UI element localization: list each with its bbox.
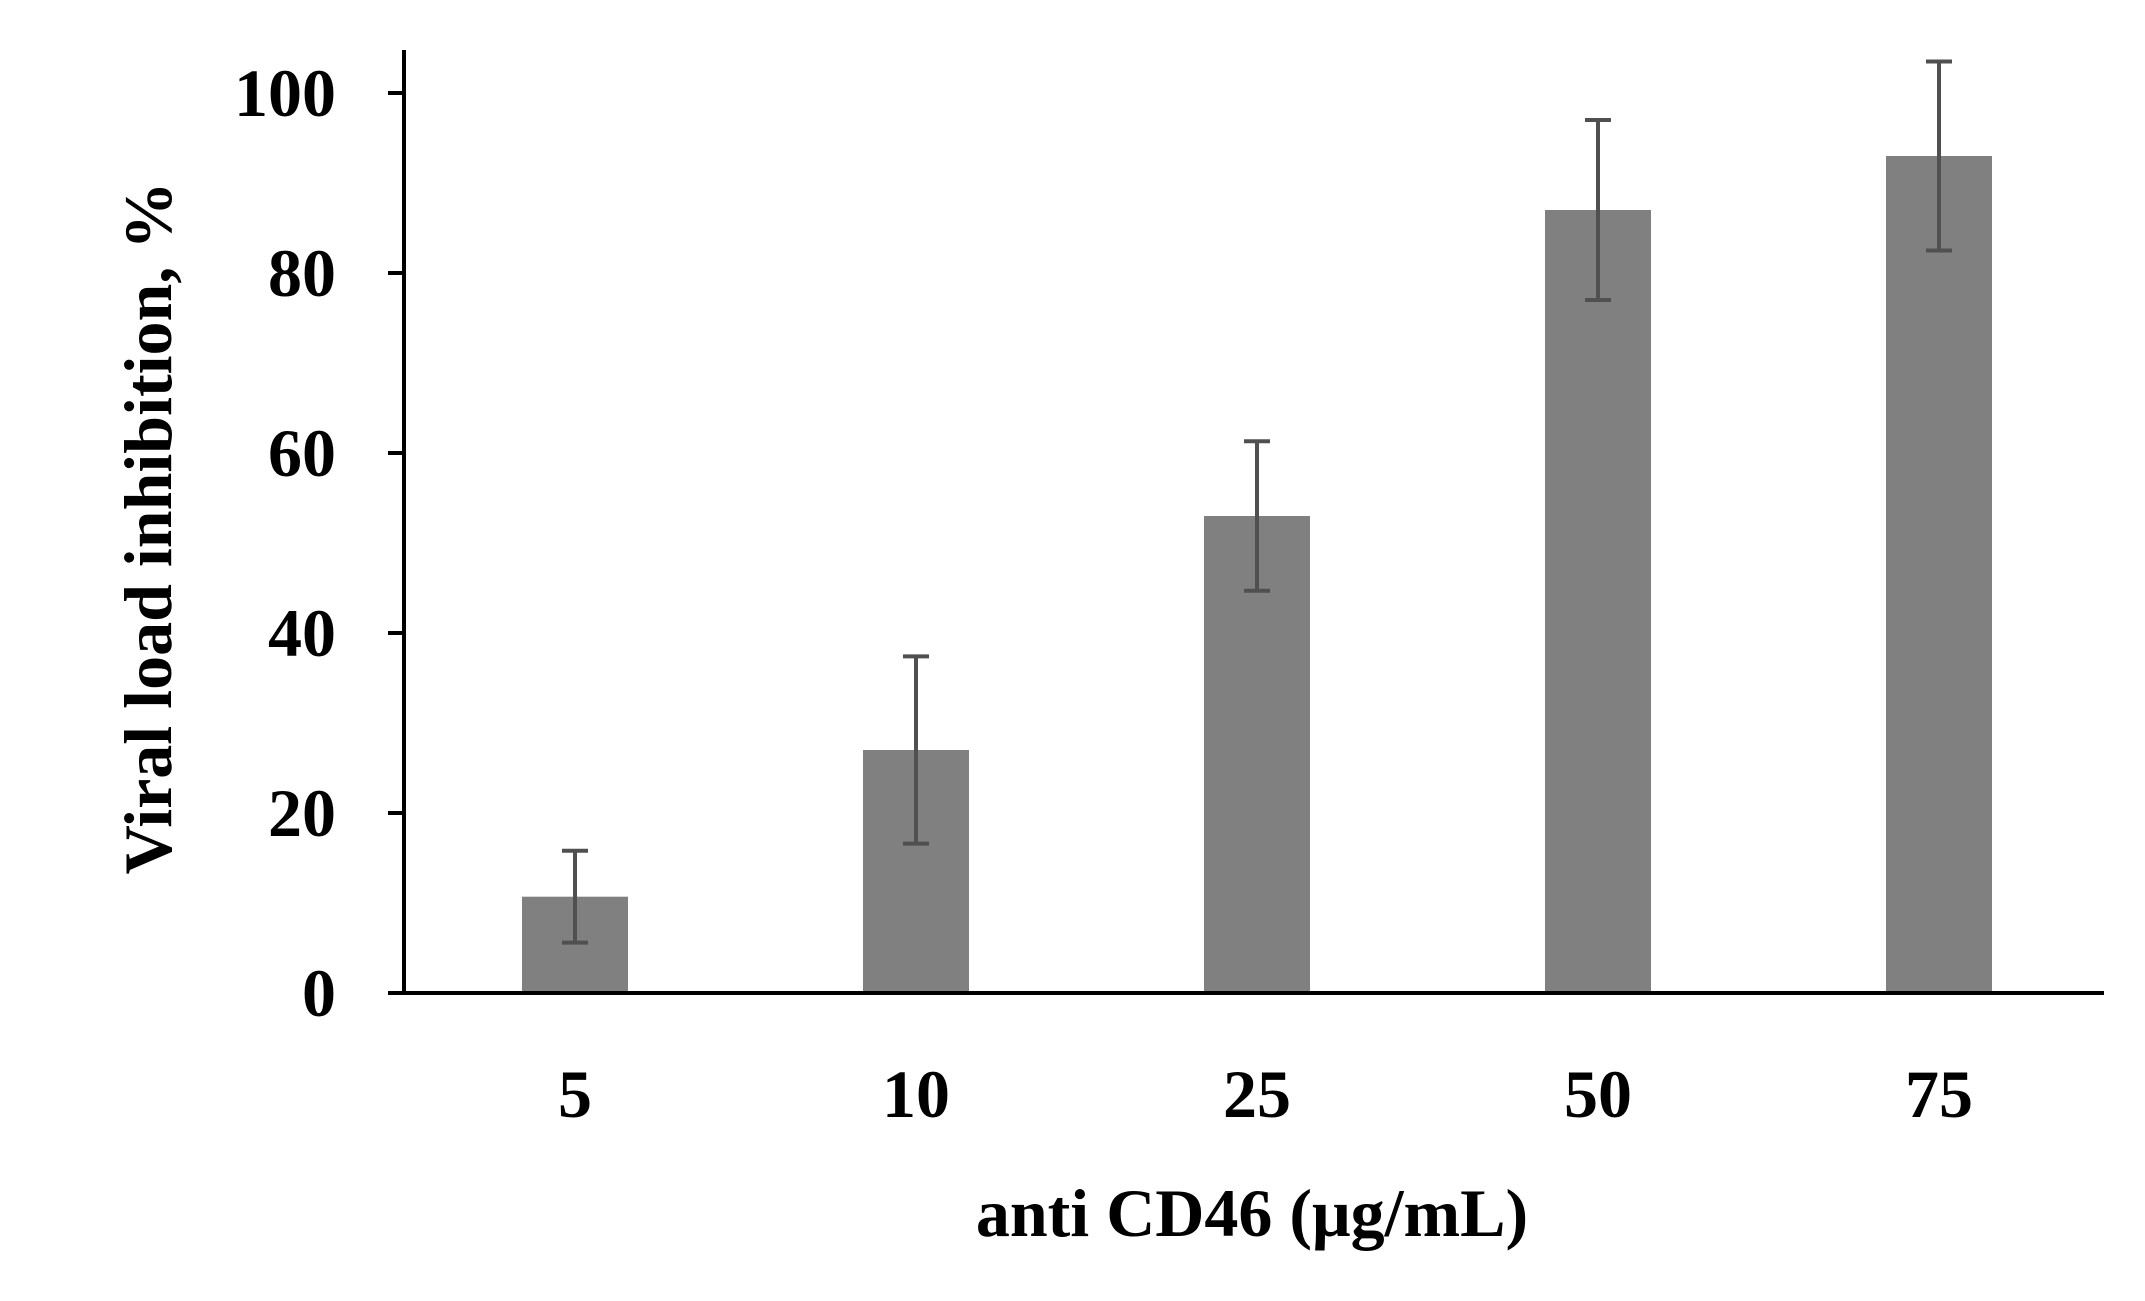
x-tick-label: 25: [1223, 1056, 1291, 1132]
y-tick-label: 100: [234, 55, 336, 131]
y-ticks-layer: 0 20 40 60 80 100: [234, 55, 404, 1031]
bar-25: [1204, 516, 1310, 993]
x-tick-label: 50: [1564, 1056, 1632, 1132]
x-tick-labels-layer: 5 10 25 50 75: [558, 1056, 1973, 1132]
x-tick-label: 75: [1905, 1056, 1973, 1132]
y-tick-label: 20: [268, 775, 336, 851]
bars-layer: [522, 156, 1992, 993]
error-bar-5: [562, 848, 588, 945]
y-axis-title: Viral load inhibition, %: [110, 182, 186, 875]
error-bar-50: [1585, 118, 1611, 302]
x-tick-label: 10: [882, 1056, 950, 1132]
y-tick-label: 60: [268, 415, 336, 491]
y-tick-label: 40: [268, 595, 336, 671]
bar-50: [1545, 210, 1651, 993]
bar-75: [1886, 156, 1992, 993]
x-axis-title: anti CD46 (μg/mL): [976, 1175, 1528, 1251]
error-bars-layer: [562, 59, 1952, 945]
error-bar-75: [1926, 59, 1952, 253]
error-bar-10: [903, 654, 929, 846]
error-bar-25: [1244, 439, 1270, 593]
y-tick-label: 80: [268, 235, 336, 311]
y-tick-label: 0: [302, 955, 336, 1031]
x-tick-label: 5: [558, 1056, 592, 1132]
